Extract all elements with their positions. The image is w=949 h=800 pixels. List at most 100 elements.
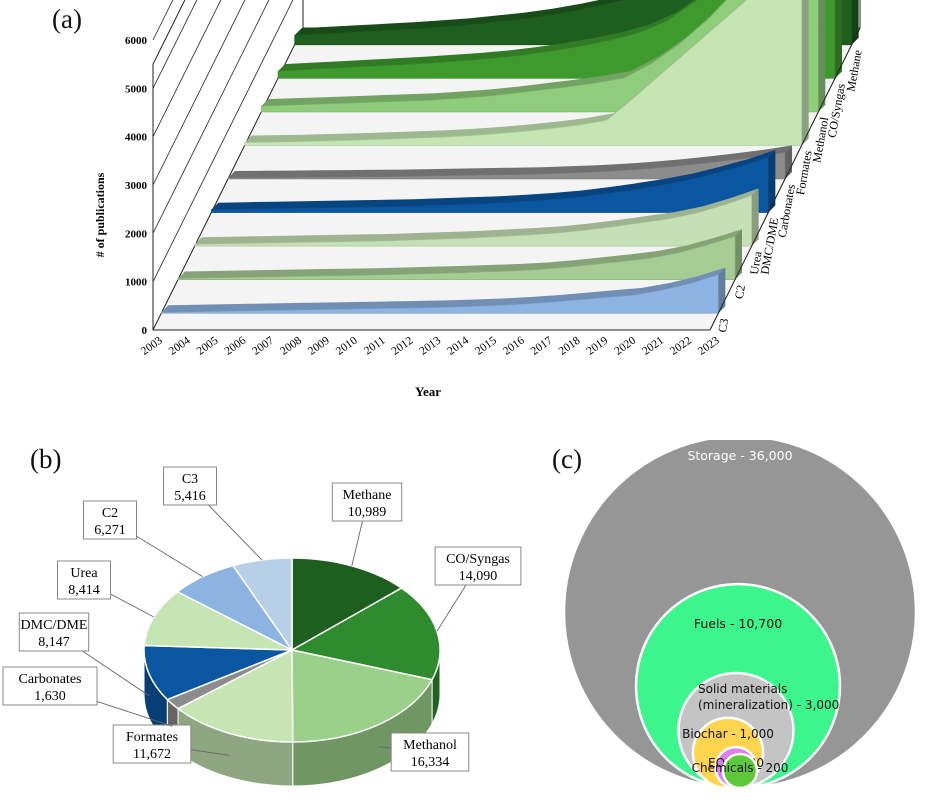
panel-label-a: (a): [52, 4, 82, 34]
series-top-carbonates: [228, 145, 792, 178]
callout-box: [2, 666, 98, 706]
x-tick-label: 2018: [557, 334, 583, 357]
callout-label: DMC/DME: [21, 618, 88, 633]
bubble-label: Storage - 36,000: [687, 448, 792, 463]
callout-box: [163, 466, 217, 506]
y-tick-label: 5000: [125, 83, 148, 95]
panel-label-c: (c): [552, 444, 582, 474]
y-tick-label: 4000: [125, 132, 148, 144]
nested-bubble-chart: Storage - 36,000 Fuels - 10,700 Solid mate…: [562, 440, 918, 790]
x-tick-label: 2020: [612, 334, 638, 357]
series-area-dmc-dme: [210, 156, 769, 213]
x-tick-label: 2008: [278, 334, 304, 357]
x-tick-label: 2019: [585, 334, 611, 357]
callout-value: 8,147: [38, 635, 70, 650]
x-tick-label: 2015: [473, 334, 499, 357]
pie-chart-3d: Methane 10,989 CO/Syngas 14,090 Methanol 16,3…: [2, 466, 522, 787]
depth-label-c2: C2: [732, 284, 748, 300]
chart-series-layer: [160, 0, 859, 314]
panel-label-b: (b): [30, 444, 62, 474]
series-top-c3: [161, 267, 726, 313]
x-tick-label: 2017: [529, 334, 555, 357]
callout-box: [390, 732, 470, 772]
series-top-dmc-dme: [211, 150, 776, 210]
callout-label: Formates: [126, 730, 178, 745]
series-area-carbonates: [227, 152, 786, 180]
callout-c3: C3 5,416: [163, 466, 263, 561]
gridline-side: [152, 0, 222, 137]
callout-label: Methane: [343, 488, 392, 503]
series-side-formates: [801, 0, 809, 146]
callout-co-syngas: CO/Syngas 14,090: [434, 546, 522, 632]
bubble-circle: [721, 752, 759, 790]
series-top-methane: [294, 0, 624, 36]
series-c2: [177, 229, 742, 280]
callout-value: 1,630: [34, 689, 66, 704]
depth-axis-line: [709, 27, 861, 331]
x-tick-label: 2021: [640, 334, 666, 357]
series-dmc-dme: [210, 149, 776, 213]
bubble-chemicals: Chemicals - 200: [692, 752, 789, 790]
x-tick-label: 2004: [167, 334, 193, 357]
bubble-label: Biochar - 1,000: [682, 727, 774, 741]
pie-slices: [143, 557, 441, 743]
x-axis-label: Year: [415, 384, 441, 399]
callout-label: CO/Syngas: [446, 552, 510, 567]
callout-c2: C2 6,271: [83, 500, 203, 578]
x-tick-label: 2016: [501, 334, 527, 357]
y-axis-label: # of publications: [93, 172, 107, 257]
pie-slice-formates: [176, 648, 294, 743]
callout-box: [331, 482, 403, 522]
callout-box: [57, 560, 111, 600]
x-tick-label: 2005: [195, 334, 221, 357]
callout-box: [112, 724, 192, 764]
series-area-c2: [177, 235, 736, 280]
x-tick-label: 2011: [362, 334, 388, 357]
depth-label-c3: C3: [715, 317, 731, 333]
callout-methane: Methane 10,989: [331, 482, 403, 566]
callout-box: [83, 500, 137, 540]
x-tick-label: 2023: [696, 334, 722, 357]
series-side-carbonates: [785, 145, 792, 179]
callout-label: Urea: [70, 566, 98, 581]
gridline-side: [152, 0, 198, 89]
series-top-methanol: [261, 0, 727, 107]
series-area-formates: [244, 0, 802, 146]
x-tick-label: 2006: [223, 334, 249, 357]
callout-label: Methanol: [403, 738, 457, 753]
gridline-side: [152, 0, 246, 186]
callout-carbonates: Carbonates 1,630: [2, 666, 173, 727]
depth-label-urea: Urea: [747, 250, 765, 276]
series-side-co-syngas: [835, 0, 842, 79]
x-tick-label: 2014: [445, 334, 471, 357]
callout-dmc-dme: DMC/DME 8,147: [18, 612, 150, 697]
series-carbonates: [227, 145, 792, 180]
callout-box: [18, 612, 90, 652]
gridline-side: [152, 0, 294, 282]
bubbles: Storage - 36,000 Fuels - 10,700 Solid mate…: [562, 440, 918, 790]
callout-value: 11,672: [133, 747, 171, 762]
callout-box: [434, 546, 522, 586]
series-top-co-syngas: [278, 0, 697, 72]
bubble-label: Chemicals - 200: [692, 761, 789, 775]
pie-slice-methane: [291, 557, 403, 652]
x-tick-label: 2009: [306, 334, 332, 357]
callout-value: 6,271: [94, 523, 126, 538]
x-tick-label: 2022: [668, 334, 694, 357]
x-tick-label: 2013: [417, 334, 443, 357]
x-tick-label: 2010: [334, 334, 360, 357]
callout-urea: Urea 8,414: [57, 560, 155, 618]
series-top-c2: [178, 229, 742, 279]
callout-label: C2: [102, 506, 118, 521]
x-tick-label: 2003: [139, 334, 165, 357]
callout-formates: Formates 11,672: [112, 724, 230, 764]
area-chart-3d: 0100020003000400050006000MethaneCO/Synga…: [93, 0, 865, 399]
series-side-dmc-dme: [768, 149, 776, 213]
y-tick-label: 0: [142, 325, 148, 337]
bubble-label: Solid materials: [698, 682, 787, 696]
pie-slice-dmc-dme: [143, 644, 293, 701]
y-tick-label: 1000: [125, 277, 148, 289]
callout-value: 16,334: [411, 755, 450, 770]
callout-value: 10,989: [348, 505, 387, 520]
series-side-urea: [751, 188, 759, 247]
